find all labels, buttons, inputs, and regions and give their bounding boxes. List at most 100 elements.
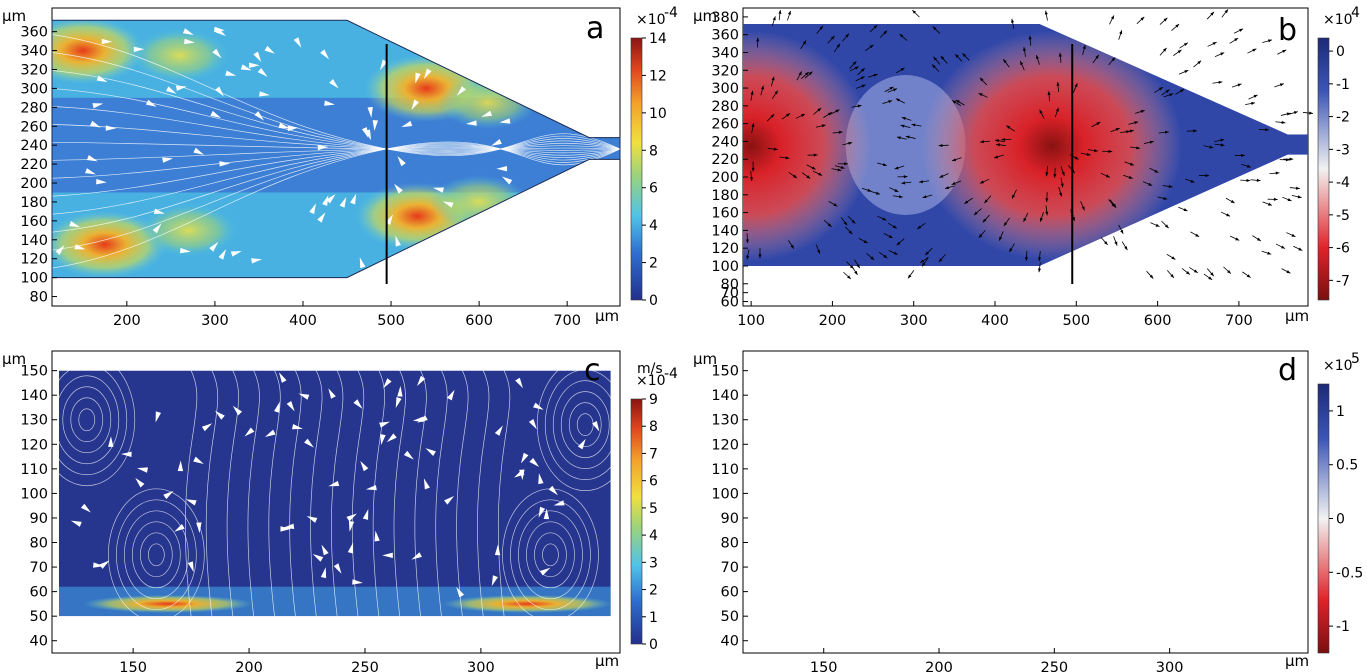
field-layer <box>743 9 1313 284</box>
force-arrow-head <box>1281 245 1285 249</box>
streamline <box>139 532 173 578</box>
y-tick-label: 70 <box>721 560 739 576</box>
force-arrow-head <box>818 172 823 176</box>
force-arrow-head <box>893 251 898 255</box>
force-arrow-head <box>1124 246 1128 251</box>
force-arrow-head <box>1012 194 1016 199</box>
flow-arrow <box>383 378 392 389</box>
flow-arrow <box>321 544 329 556</box>
flow-arrow <box>230 250 242 257</box>
colorbar-tick-label: 2 <box>649 583 658 599</box>
y-tick-label: 120 <box>20 437 48 453</box>
streamline <box>560 391 610 459</box>
force-arrow-head <box>813 153 818 157</box>
force-arrow-head <box>1038 257 1042 262</box>
force-arrow-head <box>848 230 853 235</box>
flow-arrow <box>365 484 377 491</box>
force-arrow-head <box>1193 269 1198 273</box>
y-tick-label: 90 <box>721 511 739 527</box>
flow-arrow <box>182 28 194 36</box>
force-arrow-head <box>1309 111 1313 115</box>
force-arrow-head <box>1169 93 1174 97</box>
streamline <box>372 370 385 617</box>
force-arrow-head <box>1047 91 1051 96</box>
force-arrow-head <box>882 217 887 221</box>
colorbar-tick-label: 7 <box>649 446 658 462</box>
force-arrow-head <box>1104 241 1108 245</box>
force-arrow-head <box>962 53 967 57</box>
panel-label: b <box>1278 13 1297 48</box>
colorbar-tick-label: 0 <box>649 293 658 309</box>
y-tick-label: 260 <box>711 117 739 133</box>
y-tick-label: 280 <box>20 100 48 116</box>
flow-arrow <box>521 452 529 464</box>
x-tick-label: 250 <box>1040 660 1068 672</box>
y-tick-label: 80 <box>721 277 739 293</box>
flow-arrow <box>120 451 132 458</box>
flow-arrow <box>145 99 157 107</box>
flow-arrow <box>163 490 174 500</box>
streamline <box>351 370 365 617</box>
colorbar-tick-label: -0.5 <box>1336 565 1363 581</box>
force-arrow-head <box>1115 128 1120 131</box>
channel-outline <box>51 19 621 279</box>
y-tick-label: 70 <box>721 286 739 302</box>
x-tick-label: 500 <box>1062 313 1090 329</box>
flow-arrow <box>248 62 260 68</box>
x-tick-label: 200 <box>235 660 263 672</box>
pressure-source <box>921 30 1182 261</box>
streamline <box>185 370 198 617</box>
force-arrow-head <box>1140 110 1145 113</box>
colorbar-tick-label: 0.5 <box>1336 458 1358 474</box>
force-arrow-head <box>978 234 983 238</box>
flow-arrow <box>382 552 393 559</box>
force-arrow-head <box>1295 186 1300 190</box>
colorbar-tick-label: -6 <box>1336 241 1350 257</box>
force-arrow-head <box>873 25 878 29</box>
flow-arrow <box>326 194 336 204</box>
force-arrow-head <box>808 71 813 76</box>
flow-arrow <box>278 122 290 129</box>
force-arrow-head <box>778 9 782 14</box>
force-arrow-head <box>901 116 906 120</box>
x-tick-label: 100 <box>737 313 765 329</box>
flow-arrow <box>298 393 310 400</box>
flow-arrow <box>548 485 558 496</box>
colorbar-tick-label: 14 <box>649 31 667 47</box>
flow-arrow <box>264 45 275 54</box>
colorbar-tick-label: 1 <box>649 610 658 626</box>
flow-arrow <box>417 375 426 387</box>
force-arrow-head <box>911 123 916 127</box>
force-arrow-head <box>1171 256 1176 260</box>
flow-arrow <box>499 118 511 124</box>
flow-arrow <box>253 51 262 62</box>
force-arrow-head <box>1251 101 1256 105</box>
colorbar-tick-label: -4 <box>1336 175 1350 191</box>
velocity-field <box>58 370 611 617</box>
y-tick-label: 260 <box>20 119 48 135</box>
force-arrow-head <box>883 30 888 35</box>
force-arrow-head <box>745 239 749 244</box>
force-arrow-head <box>1039 109 1043 114</box>
colorbar: 0 2 4 6 8 10 12 14 ×10-4 <box>630 5 678 309</box>
flow-arrow <box>232 405 243 416</box>
force-arrow-head <box>1218 80 1223 84</box>
x-tick-label: 150 <box>810 660 838 672</box>
flow-arrow <box>219 161 231 167</box>
force-arrow-head <box>939 174 944 178</box>
force-arrow-head <box>1148 182 1153 186</box>
force-arrow-head <box>1023 217 1027 222</box>
colorbar-tick-label: -7 <box>1336 273 1350 289</box>
x-tick-label: 200 <box>113 313 141 329</box>
flow-arrow <box>293 37 302 48</box>
flow-arrow <box>411 552 422 560</box>
force-arrow-head <box>1074 156 1079 160</box>
force-arrow-head <box>790 244 794 249</box>
flow-arrow <box>137 467 148 473</box>
colorbar-tick-label: -1 <box>1336 619 1350 635</box>
panel-c: 150 200 250 3004050607080901001101201301401… <box>2 350 678 672</box>
force-arrow-head <box>1126 130 1131 134</box>
colorbar: 1 0.5 0 -0.5 -1 ×105 <box>1317 351 1363 654</box>
